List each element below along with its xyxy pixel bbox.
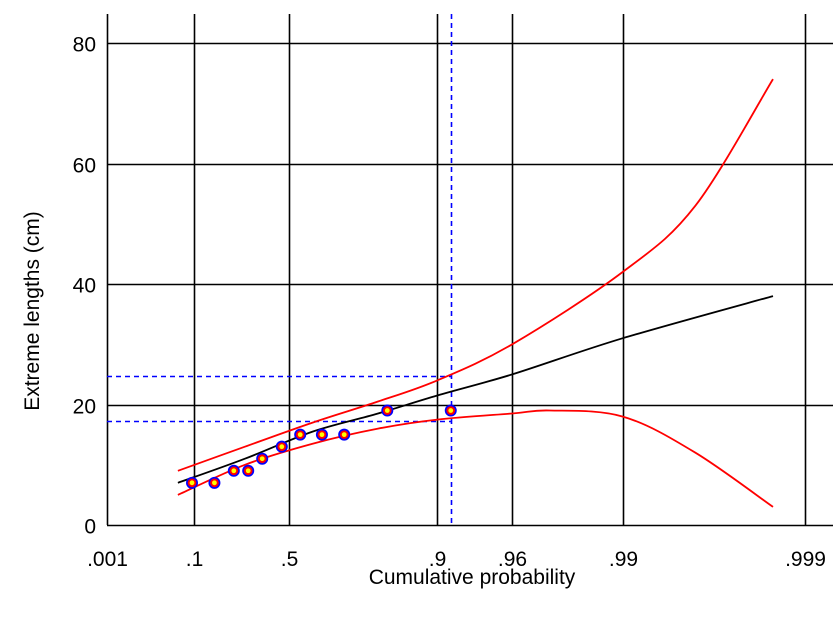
lower-band-line [177, 409, 774, 508]
data-point-center [384, 408, 390, 413]
data-point-center [259, 456, 265, 462]
data-point-center [297, 432, 303, 438]
data-point [294, 428, 307, 441]
data-point-center [448, 408, 454, 413]
x-axis-title: Cumulative probability [369, 566, 576, 589]
data-point-center [341, 432, 347, 438]
y-tick-label: 40 [73, 275, 96, 298]
x-tick-label: .1 [186, 548, 204, 571]
data-point [381, 404, 394, 417]
fitted-line [177, 295, 774, 484]
data-point [338, 428, 351, 441]
grid-layer [106, 14, 833, 527]
y-tick-label: 80 [73, 34, 96, 57]
upper-band-line [177, 78, 774, 472]
data-point-center [319, 432, 325, 438]
data-point-center [231, 468, 237, 474]
x-tick-label: .99 [609, 548, 638, 571]
data-point [242, 464, 255, 477]
data-point-center [245, 468, 251, 474]
series-layer [177, 78, 774, 508]
data-point [315, 428, 328, 441]
x-tick-label: .96 [498, 548, 527, 571]
data-point [208, 476, 221, 489]
y-tick-label: 0 [84, 516, 96, 539]
x-tick-label: .9 [429, 548, 447, 571]
x-tick-label: .5 [281, 548, 299, 571]
data-point-center [279, 444, 285, 450]
marker-layer [186, 404, 457, 489]
data-point [444, 404, 457, 417]
data-point-center [212, 480, 217, 486]
data-point [275, 440, 288, 453]
reference-lines [107, 14, 453, 525]
data-point [227, 464, 240, 477]
y-axis-title: Extreme lengths (cm) [21, 211, 44, 411]
y-tick-label: 60 [73, 155, 96, 178]
x-tick-label: .001 [87, 548, 128, 571]
data-point [256, 452, 269, 465]
data-point-center [189, 480, 195, 486]
x-tick-label: .999 [785, 548, 826, 571]
data-point [186, 476, 199, 489]
tick-labels: .001 .1 .5 .9 .96 .99 .999 0 20 40 60 80 [73, 34, 826, 572]
y-tick-label: 20 [73, 396, 96, 419]
